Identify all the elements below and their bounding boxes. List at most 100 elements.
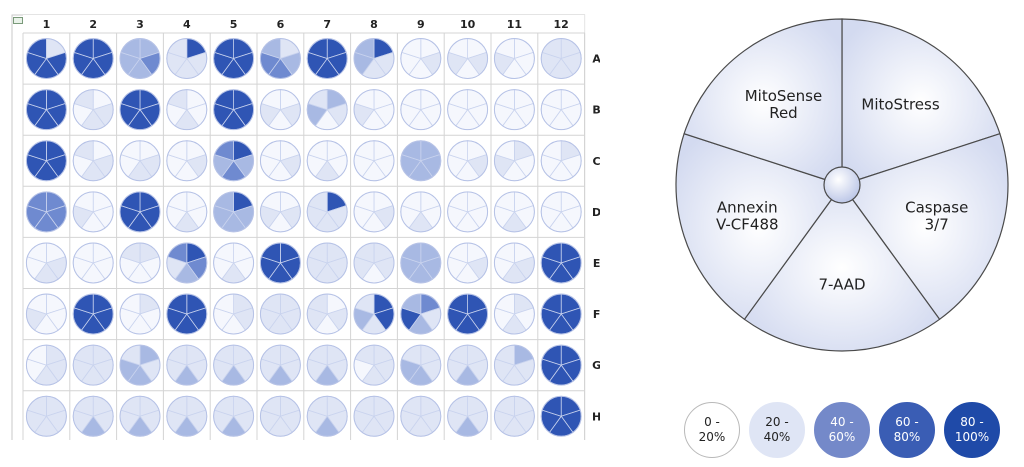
well-E3[interactable]: [119, 242, 161, 284]
well-G6[interactable]: [259, 344, 301, 386]
well-E6[interactable]: [259, 242, 301, 284]
well-B9[interactable]: [400, 89, 442, 131]
well-E11[interactable]: [493, 242, 535, 284]
well-D12[interactable]: [540, 191, 582, 233]
well-B5[interactable]: [213, 89, 255, 131]
well-C12[interactable]: [540, 140, 582, 182]
well-D7[interactable]: [306, 191, 348, 233]
well-A6[interactable]: [259, 38, 301, 80]
well-D11[interactable]: [493, 191, 535, 233]
well-B7[interactable]: [306, 89, 348, 131]
well-B11[interactable]: [493, 89, 535, 131]
well-H9[interactable]: [400, 395, 442, 437]
well-B10[interactable]: [447, 89, 489, 131]
well-A10[interactable]: [447, 38, 489, 80]
well-C8[interactable]: [353, 140, 395, 182]
key-segment[interactable]: [675, 132, 843, 321]
well-B12[interactable]: [540, 89, 582, 131]
well-F7[interactable]: [306, 293, 348, 335]
well-E1[interactable]: [25, 242, 67, 284]
well-E4[interactable]: [166, 242, 208, 284]
well-D4[interactable]: [166, 191, 208, 233]
well-F4[interactable]: [166, 293, 208, 335]
well-H3[interactable]: [119, 395, 161, 437]
well-F10[interactable]: [447, 293, 489, 335]
well-G3[interactable]: [119, 344, 161, 386]
well-F11[interactable]: [493, 293, 535, 335]
well-D9[interactable]: [400, 191, 442, 233]
well-F3[interactable]: [119, 293, 161, 335]
well-A11[interactable]: [493, 38, 535, 80]
well-F6[interactable]: [259, 293, 301, 335]
well-E5[interactable]: [213, 242, 255, 284]
well-G2[interactable]: [72, 344, 114, 386]
well-D5[interactable]: [213, 191, 255, 233]
well-H2[interactable]: [72, 395, 114, 437]
well-G12[interactable]: [540, 344, 582, 386]
well-G4[interactable]: [166, 344, 208, 386]
well-G10[interactable]: [447, 344, 489, 386]
well-C10[interactable]: [447, 140, 489, 182]
key-segment[interactable]: [841, 132, 1009, 321]
well-G11[interactable]: [493, 344, 535, 386]
well-F8[interactable]: [353, 293, 395, 335]
well-B2[interactable]: [72, 89, 114, 131]
well-D6[interactable]: [259, 191, 301, 233]
well-D1[interactable]: [25, 191, 67, 233]
well-H12[interactable]: [540, 395, 582, 437]
well-E7[interactable]: [306, 242, 348, 284]
well-H6[interactable]: [259, 395, 301, 437]
well-C6[interactable]: [259, 140, 301, 182]
well-E2[interactable]: [72, 242, 114, 284]
well-A7[interactable]: [306, 38, 348, 80]
well-A1[interactable]: [25, 38, 67, 80]
well-B1[interactable]: [25, 89, 67, 131]
well-C2[interactable]: [72, 140, 114, 182]
well-A4[interactable]: [166, 38, 208, 80]
key-segment[interactable]: [841, 18, 1001, 186]
well-D8[interactable]: [353, 191, 395, 233]
well-H10[interactable]: [447, 395, 489, 437]
well-C3[interactable]: [119, 140, 161, 182]
well-A3[interactable]: [119, 38, 161, 80]
well-A5[interactable]: [213, 38, 255, 80]
well-D10[interactable]: [447, 191, 489, 233]
well-H5[interactable]: [213, 395, 255, 437]
well-C11[interactable]: [493, 140, 535, 182]
well-B3[interactable]: [119, 89, 161, 131]
well-F12[interactable]: [540, 293, 582, 335]
well-A2[interactable]: [72, 38, 114, 80]
well-G8[interactable]: [353, 344, 395, 386]
well-F5[interactable]: [213, 293, 255, 335]
well-E9[interactable]: [400, 242, 442, 284]
key-segment[interactable]: [743, 183, 941, 352]
well-H7[interactable]: [306, 395, 348, 437]
plate-corner-icon[interactable]: [13, 17, 23, 24]
well-A8[interactable]: [353, 38, 395, 80]
well-E10[interactable]: [447, 242, 489, 284]
well-D2[interactable]: [72, 191, 114, 233]
well-E8[interactable]: [353, 242, 395, 284]
well-G1[interactable]: [25, 344, 67, 386]
well-A9[interactable]: [400, 38, 442, 80]
well-B4[interactable]: [166, 89, 208, 131]
well-D3[interactable]: [119, 191, 161, 233]
well-H11[interactable]: [493, 395, 535, 437]
well-E12[interactable]: [540, 242, 582, 284]
well-F9[interactable]: [400, 293, 442, 335]
well-B8[interactable]: [353, 89, 395, 131]
well-C4[interactable]: [166, 140, 208, 182]
well-B6[interactable]: [259, 89, 301, 131]
well-G5[interactable]: [213, 344, 255, 386]
well-H8[interactable]: [353, 395, 395, 437]
well-C1[interactable]: [25, 140, 67, 182]
well-G7[interactable]: [306, 344, 348, 386]
well-F2[interactable]: [72, 293, 114, 335]
well-C5[interactable]: [213, 140, 255, 182]
well-H1[interactable]: [25, 395, 67, 437]
well-C9[interactable]: [400, 140, 442, 182]
well-A12[interactable]: [540, 38, 582, 80]
well-H4[interactable]: [166, 395, 208, 437]
key-segment[interactable]: [683, 18, 843, 186]
well-F1[interactable]: [25, 293, 67, 335]
